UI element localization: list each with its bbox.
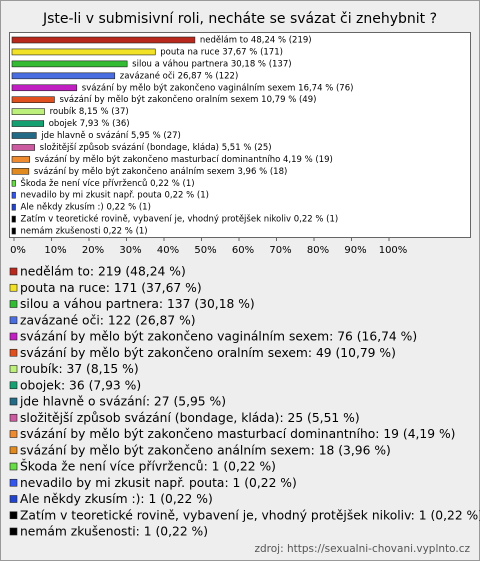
bar: [11, 203, 16, 211]
x-tick-label: 20%: [82, 245, 104, 256]
legend-label: svázání by mělo být zakončeno vaginálním…: [20, 330, 417, 344]
legend-swatch: [9, 478, 18, 487]
x-tick-label: 40%: [157, 245, 179, 256]
bar: [11, 191, 16, 199]
value-label: nemám zkušenosti 0,22 % (1): [21, 226, 148, 237]
x-tick-label: 100%: [379, 245, 408, 256]
legend-label: svázání by mělo být zakončeno análním se…: [20, 443, 391, 457]
legend-swatch: [9, 365, 18, 373]
value-label: nevadilo by mi zkusit např. pouta 0,22 %…: [21, 191, 209, 201]
x-tick-label: 0%: [10, 245, 26, 256]
legend-swatch: [9, 316, 18, 325]
value-label: svázání by mělo být zakončeno oralním se…: [59, 94, 316, 105]
legend-label: nemám zkušenosti: 1 (0,22 %): [20, 525, 208, 539]
legend-label: svázání by mělo být zakončeno oralním se…: [20, 346, 396, 360]
value-label: zavázané oči 26,87 % (122): [120, 70, 239, 81]
bar: [11, 132, 37, 139]
legend-swatch: [9, 462, 18, 471]
legend-label: nedělám to: 219 (48,24 %): [20, 265, 186, 279]
value-label: obojek 7,93 % (36): [49, 119, 130, 129]
value-label: složitější způsob svázání (bondage, klád…: [40, 142, 272, 153]
legend-swatch: [9, 300, 18, 308]
legend-swatch: [9, 446, 18, 455]
legend-label: pouta na ruce: 171 (37,67 %): [20, 281, 202, 295]
legend-swatch: [9, 381, 18, 390]
legend-label: silou a váhou partnera: 137 (30,18 %): [20, 297, 255, 311]
value-label: Ale někdy zkusím :) 0,22 % (1): [21, 203, 151, 213]
legend-label: Zatím v teoretické rovině, vybavení je, …: [20, 508, 480, 522]
bar: [11, 108, 45, 115]
bar: [11, 84, 78, 92]
bar: [11, 60, 128, 68]
bar: [11, 144, 35, 151]
legend-swatch: [9, 430, 18, 438]
bar: [11, 179, 16, 187]
value-label: nedělám to 48,24 % (219): [200, 36, 312, 46]
value-label: silou a váhou partnera 30,18 % (137): [132, 59, 291, 69]
legend-label: zavázané oči: 122 (26,87 %): [20, 313, 196, 327]
x-tick-label: 70%: [269, 245, 291, 256]
bar: [11, 72, 116, 80]
bar: [11, 156, 31, 163]
value-label: roubík 8,15 % (37): [50, 107, 129, 117]
legend-label: roubík: 37 (8,15 %): [20, 362, 139, 376]
bar: [11, 215, 16, 223]
bar: [11, 168, 30, 175]
legend-label: nevadilo by mi zkusit např. pouta: 1 (0,…: [20, 476, 297, 490]
value-label: Zatím v teoretické rovině, vybavení je, …: [21, 214, 339, 225]
legend-swatch: [9, 348, 18, 357]
x-tick-label: 80%: [307, 245, 329, 256]
value-label: Škoda že není více přívrženců 0,22 % (1): [21, 177, 195, 189]
legend-label: Ale někdy zkusím :): 1 (0,22 %): [20, 492, 213, 506]
value-label: svázání by mělo být zakončeno vaginálním…: [82, 82, 354, 93]
bar: [11, 96, 55, 103]
bar: [11, 227, 16, 235]
legend-swatch: [9, 413, 18, 422]
bar: [11, 48, 156, 56]
legend-label: obojek: 36 (7,93 %): [20, 378, 141, 392]
legend-label: složitější způsob svázání (bondage, klád…: [20, 411, 360, 425]
legend-label: Škoda že není více přívrženců: 1 (0,22 %…: [20, 459, 276, 474]
chart-title: Jste-li v submisivní roli, necháte se sv…: [42, 11, 437, 27]
x-tick-label: 10%: [44, 245, 66, 256]
bar: [11, 120, 45, 127]
value-label: svázání by mělo být zakončeno masturbací…: [35, 154, 333, 165]
source: zdroj: https://sexualni-chovani.vyplnto.…: [255, 543, 471, 555]
value-label: jde hlavně o svázání 5,95 % (27): [40, 131, 181, 141]
x-tick-label: 30%: [119, 245, 141, 256]
legend-swatch: [9, 495, 18, 503]
legend-swatch: [9, 397, 18, 406]
x-tick-label: 90%: [344, 245, 366, 256]
legend-swatch: [9, 283, 18, 292]
legend-swatch: [9, 332, 18, 341]
value-label: pouta na ruce 37,67 % (171): [160, 47, 283, 57]
legend-swatch: [9, 267, 18, 276]
x-tick-label: 60%: [232, 245, 254, 256]
legend-label: jde hlavně o svázání: 27 (5,95 %): [19, 395, 226, 409]
legend-label: svázání by mělo být zakončeno masturbací…: [20, 427, 455, 441]
legend-swatch: [9, 511, 18, 520]
legend-swatch: [9, 527, 18, 536]
value-label: svázání by mělo být zakončeno análním se…: [34, 166, 287, 177]
bar: [11, 36, 196, 44]
x-tick-label: 50%: [194, 245, 216, 256]
